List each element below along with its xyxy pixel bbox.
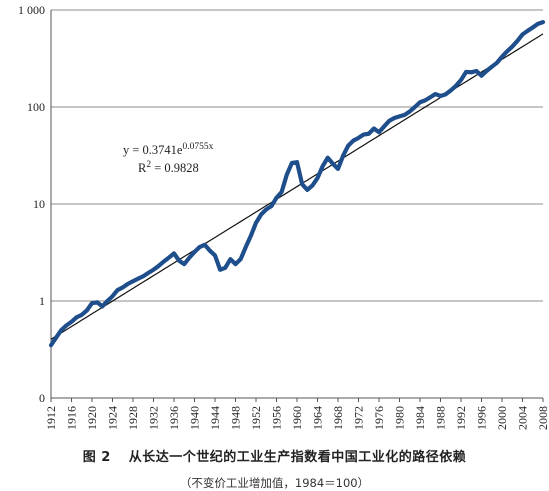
- x-tick-label: 1920: [85, 406, 99, 430]
- x-tick-labels: 1912 1916 1920 1924 1928 1932 1936 1940 1944 1948…: [44, 406, 549, 430]
- figure-subtitle: （不变价工业增加值，1984＝100）: [179, 476, 370, 490]
- y-tick-label: 1 000: [18, 3, 45, 17]
- x-tick-label: 2008: [536, 406, 549, 430]
- x-tick-label: 1996: [475, 406, 489, 430]
- series-layer: [48, 20, 546, 348]
- trend-r-squared: R2 = 0.9828: [138, 160, 199, 175]
- figure-caption: 图 2 从长达一个世纪的工业生产指数看中国工业化的路径依赖: [0, 446, 549, 465]
- trend-equation-prefix: y = 0.3741e: [123, 143, 183, 157]
- x-tick-label: 1960: [290, 406, 304, 430]
- x-tick-label: 1948: [229, 406, 243, 430]
- y-tick-label: 100: [27, 100, 45, 114]
- axes: [50, 10, 544, 402]
- x-tick-label: 2000: [495, 406, 509, 430]
- x-tick-label: 1980: [393, 406, 407, 430]
- x-tick-label: 1984: [413, 406, 427, 430]
- x-tick-label: 1988: [434, 406, 448, 430]
- figure-caption-block: 图 2 从长达一个世纪的工业生产指数看中国工业化的路径依赖 （不变价工业增加值，1…: [0, 446, 549, 491]
- trendline-layer: [50, 33, 544, 340]
- x-tick-label: 2004: [516, 406, 530, 430]
- x-tick-label: 1928: [126, 406, 140, 430]
- r2-superscript: 2: [146, 160, 151, 170]
- x-tick-label: 1992: [454, 406, 468, 430]
- r2-label: R: [138, 161, 147, 175]
- x-tick-label: 1924: [106, 406, 120, 430]
- trendline: [50, 33, 544, 340]
- x-tick-label: 1956: [270, 406, 284, 430]
- x-tick-label: 1932: [147, 406, 161, 430]
- x-tick-label: 1976: [372, 406, 386, 430]
- x-tick-label: 1952: [249, 406, 263, 430]
- x-tick-label: 1936: [167, 406, 181, 430]
- r2-value: = 0.9828: [151, 161, 199, 175]
- trend-equation: y = 0.3741e0.0755x: [123, 142, 214, 157]
- y-tick-labels: 0 1 10 100 1 000: [18, 3, 45, 405]
- y-tick-label: 1: [39, 294, 45, 308]
- x-tick-label: 1912: [44, 406, 58, 430]
- x-tick-label: 1916: [65, 406, 79, 430]
- industrial-index-chart: 0 1 10 100 1 000 1912 1916 1920 1924 1928 1932 193…: [18, 3, 549, 430]
- x-tick-label: 1944: [208, 406, 222, 430]
- y-tick-label: 0: [39, 391, 45, 405]
- series-line: [48, 20, 546, 348]
- x-tick-label: 1964: [311, 406, 325, 430]
- figure-title: 从长达一个世纪的工业生产指数看中国工业化的路径依赖: [128, 450, 467, 465]
- y-gridlines: [51, 9, 543, 302]
- x-tick-label: 1968: [331, 406, 345, 430]
- x-tick-label: 1972: [352, 406, 366, 430]
- x-tick-label: 1940: [188, 406, 202, 430]
- y-tick-label: 10: [33, 197, 45, 211]
- trend-equation-exponent: 0.0755x: [182, 142, 213, 152]
- figure-number: 图 2: [82, 450, 111, 465]
